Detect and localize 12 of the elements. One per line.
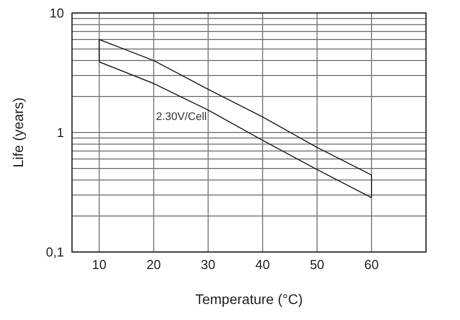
y-axis-title: Life (years) (10, 97, 26, 168)
annotation: 2.30V/Cell (156, 111, 207, 123)
y-tick-label: 0,1 (46, 244, 64, 260)
y-tick-label: 1 (56, 125, 64, 140)
x-tick-label: 10 (92, 257, 106, 272)
x-tick-label: 40 (255, 257, 270, 272)
y-tick-label: 10 (50, 6, 64, 21)
x-tick-label: 30 (200, 257, 216, 272)
x-axis-title: Temperature (°C) (195, 291, 303, 307)
x-tick-label: 50 (310, 257, 324, 272)
x-tick-label: 60 (364, 257, 379, 272)
x-tick-label: 20 (146, 257, 161, 272)
